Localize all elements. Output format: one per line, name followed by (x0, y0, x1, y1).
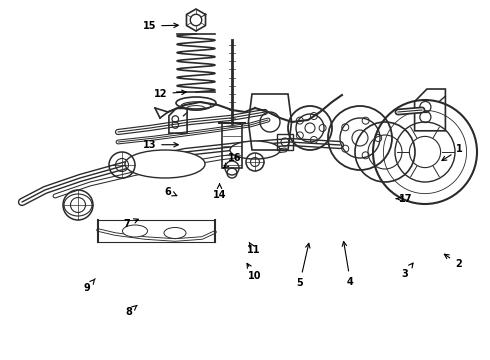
Text: 8: 8 (125, 305, 137, 318)
Text: 10: 10 (247, 264, 262, 282)
Text: 12: 12 (154, 89, 186, 99)
Text: 9: 9 (84, 279, 95, 293)
Text: 3: 3 (401, 263, 413, 279)
Bar (277, 134, 293, 150)
Text: 1: 1 (442, 144, 463, 161)
Text: 11: 11 (247, 242, 261, 255)
Ellipse shape (125, 150, 205, 178)
Ellipse shape (122, 225, 147, 237)
Text: 4: 4 (342, 242, 354, 287)
Text: 5: 5 (296, 243, 310, 288)
Text: 13: 13 (143, 140, 178, 150)
Text: 2: 2 (444, 254, 462, 269)
Text: 15: 15 (143, 21, 178, 31)
Ellipse shape (230, 141, 280, 159)
Text: 7: 7 (123, 219, 138, 229)
Text: 16: 16 (223, 153, 241, 168)
Text: 14: 14 (213, 184, 226, 200)
Text: 17: 17 (396, 194, 413, 204)
Text: 6: 6 (164, 186, 177, 197)
Ellipse shape (164, 228, 186, 239)
